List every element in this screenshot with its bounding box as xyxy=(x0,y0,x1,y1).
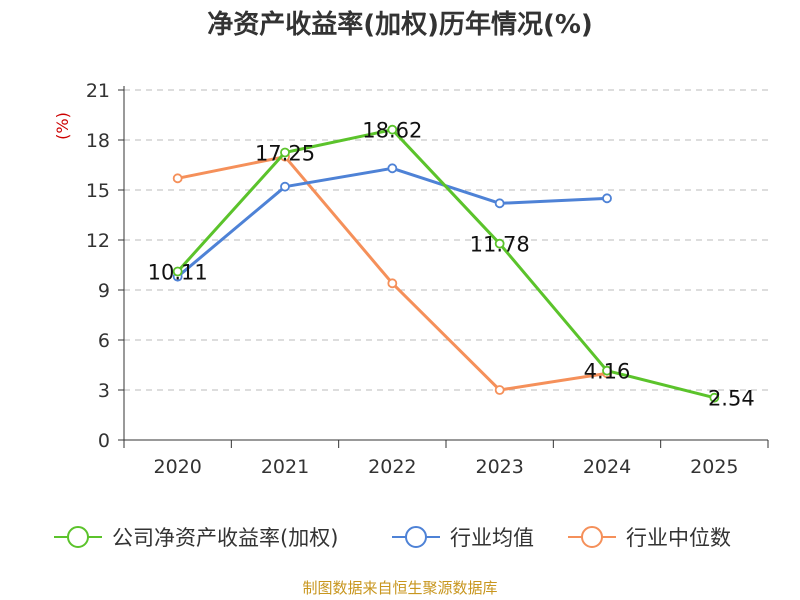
y-tick-label: 6 xyxy=(98,330,110,352)
y-axis-unit: (%) xyxy=(53,112,72,140)
data-point xyxy=(280,181,290,192)
data-labels: 10.11 17.25 18.62 11.78 4.16 2.54 xyxy=(148,119,755,411)
legend-label: 行业均值 xyxy=(450,526,534,550)
data-label: 17.25 xyxy=(255,142,315,166)
series-line xyxy=(176,128,715,400)
data-point xyxy=(494,238,505,249)
data-point xyxy=(602,365,612,376)
y-tick-label: 18 xyxy=(86,130,110,152)
y-tick-label: 9 xyxy=(98,280,110,302)
x-tick-label: 2023 xyxy=(475,456,523,478)
legend-label: 行业中位数 xyxy=(626,526,731,550)
grid-lines xyxy=(124,89,768,391)
data-point xyxy=(387,163,398,174)
data-label: 4.16 xyxy=(584,360,631,384)
data-label: 10.11 xyxy=(148,261,208,285)
chart-title: 净资产收益率(加权)历年情况(%) xyxy=(207,9,593,40)
data-label: 18.62 xyxy=(362,119,422,143)
data-point xyxy=(709,392,720,403)
data-point xyxy=(494,198,505,209)
data-point xyxy=(172,266,183,277)
x-tick-label: 2022 xyxy=(368,456,416,478)
data-point xyxy=(387,278,398,289)
x-tick-label: 2020 xyxy=(153,456,201,478)
legend: 公司净资产收益率(加权) 行业均值 行业中位数 xyxy=(54,526,731,550)
axes: 0 3 6 9 12 15 18 21 2020 2021 2022 2023 2024 2025 xyxy=(86,80,769,478)
y-tick-label: 21 xyxy=(86,80,110,102)
data-label: 2.54 xyxy=(708,387,755,411)
x-tick-label: 2025 xyxy=(690,456,738,478)
x-tick-label: 2024 xyxy=(583,456,631,478)
y-tick-label: 15 xyxy=(86,180,110,202)
legend-label: 公司净资产收益率(加权) xyxy=(112,526,338,550)
data-point xyxy=(387,124,398,135)
y-tick-label: 3 xyxy=(98,380,110,402)
data-label: 11.78 xyxy=(470,233,530,257)
series-layer xyxy=(172,124,720,403)
data-point xyxy=(280,147,290,158)
series-line xyxy=(177,155,608,392)
y-tick-label: 0 xyxy=(98,430,110,452)
data-point xyxy=(494,385,505,395)
data-point xyxy=(602,193,612,204)
series-line xyxy=(176,166,608,278)
source-note: 制图数据来自恒生聚源数据库 xyxy=(302,579,497,597)
y-tick-label: 12 xyxy=(86,230,110,252)
legend-swatch-marker xyxy=(405,526,427,548)
data-point xyxy=(172,173,183,184)
legend-swatch-marker xyxy=(581,526,603,548)
x-tick-label: 2021 xyxy=(261,456,309,478)
legend-swatch-marker xyxy=(67,526,89,548)
